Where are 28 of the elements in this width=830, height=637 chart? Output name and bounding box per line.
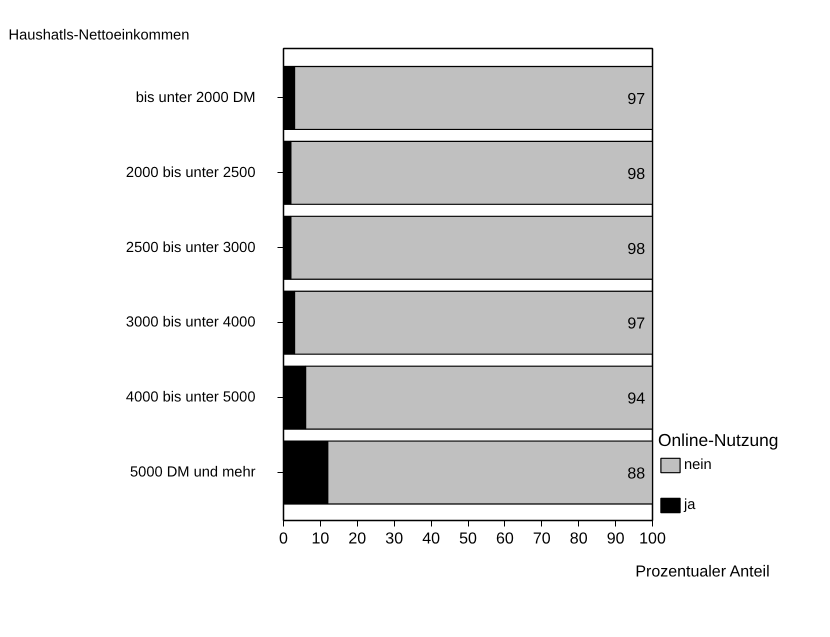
data-label: 98 (627, 166, 646, 183)
data-label: 94 (627, 390, 646, 408)
x-tick-label: 70 (532, 530, 551, 548)
y-tick-label: 3000 bis unter 4000 (126, 314, 256, 331)
data-label: 98 (627, 240, 646, 258)
y-tick-label: bis unter 2000 DM (136, 90, 256, 106)
data-label: 88 (627, 466, 646, 483)
x-tick-label: 80 (570, 530, 588, 548)
x-tick-label: 30 (385, 530, 404, 548)
x-tick-label: 100 (639, 530, 666, 548)
legend-label: ja (684, 497, 696, 513)
x-tick-label: 20 (348, 530, 366, 548)
x-tick-label: 0 (279, 530, 288, 548)
y-tick-label: 4000 bis unter 5000 (126, 390, 256, 406)
x-axis-title: Prozentualer Anteil (635, 564, 770, 580)
x-tick-label: 10 (312, 530, 330, 548)
legend-label: nein (684, 457, 712, 473)
y-tick-label: 2000 bis unter 2500 (126, 164, 256, 181)
legend-title: Online-Nutzung (658, 430, 778, 451)
x-tick-label: 50 (459, 530, 477, 548)
x-tick-label: 60 (496, 530, 514, 548)
x-tick-label: 40 (422, 530, 440, 548)
y-tick-label: 5000 DM und mehr (130, 464, 256, 481)
y-tick-label: 2500 bis unter 3000 (126, 240, 256, 256)
y-axis-title: Haushatls-Nettoeinkommen (8, 28, 190, 44)
x-tick-label: 90 (606, 530, 625, 548)
data-label: 97 (627, 316, 646, 333)
data-label: 97 (627, 90, 646, 108)
